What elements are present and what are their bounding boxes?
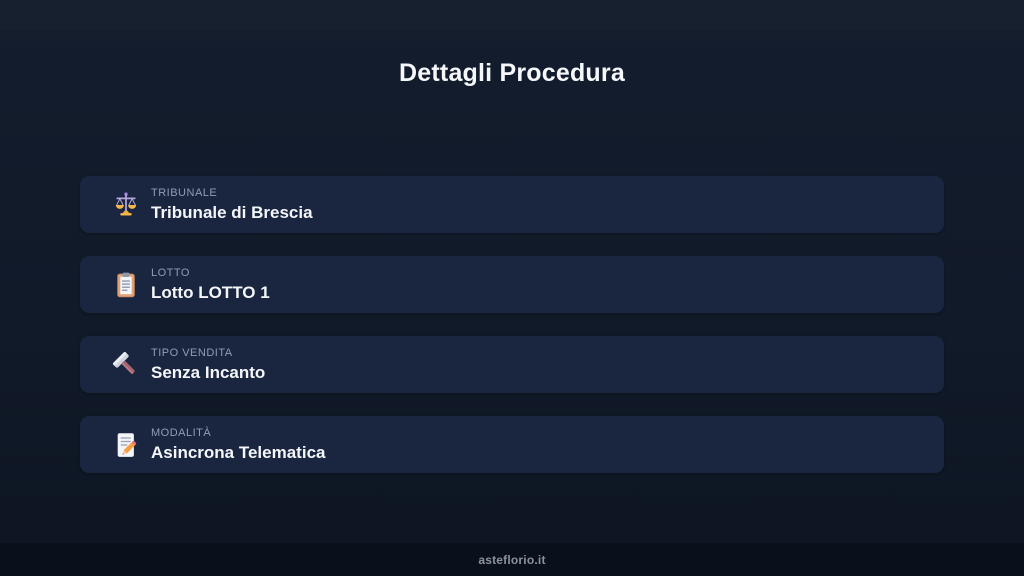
footer: asteflorio.it — [0, 543, 1024, 576]
detail-label: LOTTO — [151, 266, 190, 279]
detail-value: Lotto LOTTO 1 — [151, 282, 270, 302]
footer-site-label: asteflorio.it — [478, 552, 546, 567]
detail-card-lotto: LOTTO Lotto LOTTO 1 — [80, 256, 944, 313]
detail-card-modalita: MODALITÀ Asincrona Telematica — [80, 416, 944, 473]
detail-value: Senza Incanto — [151, 362, 266, 382]
detail-label: TRIBUNALE — [151, 186, 218, 199]
details-list: TRIBUNALE Tribunale di Brescia — [80, 176, 944, 496]
detail-card-tribunale: TRIBUNALE Tribunale di Brescia — [80, 176, 944, 233]
clipboard-icon — [112, 271, 140, 299]
scales-icon — [112, 191, 140, 219]
detail-value: Tribunale di Brescia — [151, 202, 313, 222]
detail-card-tipo-vendita: TIPO VENDITA Senza Incanto — [80, 336, 944, 393]
detail-value: Asincrona Telematica — [151, 442, 326, 462]
detail-label: MODALITÀ — [151, 426, 212, 439]
top-bar — [0, 0, 1024, 30]
page-title: Dettagli Procedura — [399, 59, 625, 87]
detail-label: TIPO VENDITA — [151, 346, 233, 359]
memo-icon — [112, 431, 140, 459]
hammer-icon — [112, 351, 140, 379]
